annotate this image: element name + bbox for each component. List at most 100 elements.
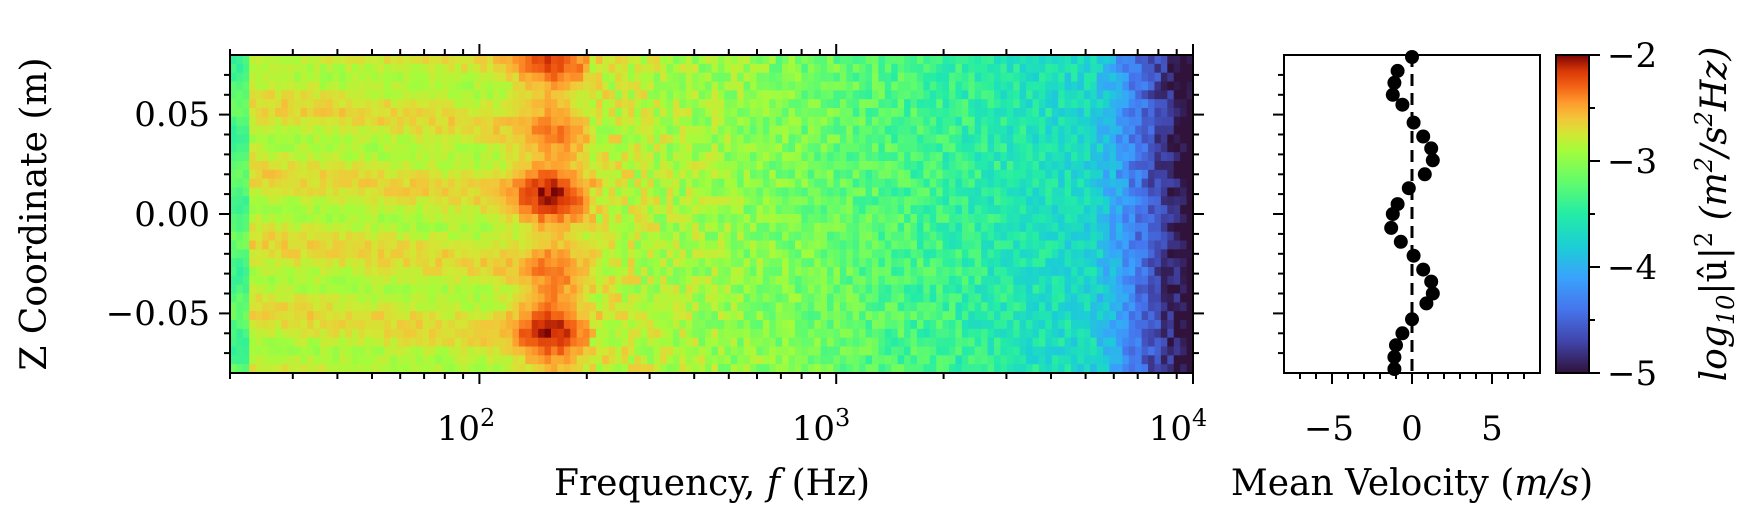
heatmap-cell	[1013, 337, 1021, 348]
heatmap-cell	[300, 196, 308, 206]
heatmap-cell	[724, 311, 732, 321]
heatmap-cell	[968, 320, 976, 330]
heatmap-cell	[595, 99, 603, 109]
heatmap-cell	[705, 364, 713, 373]
heatmap-cell	[872, 108, 880, 118]
heatmap-cell	[897, 293, 905, 303]
heatmap-cell	[512, 284, 520, 295]
heatmap-cell	[512, 205, 520, 215]
heatmap-cell	[993, 293, 1001, 303]
heatmap-cell	[936, 178, 944, 189]
heatmap-cell	[916, 116, 924, 127]
heatmap-cell	[313, 134, 321, 144]
heatmap-cell	[1090, 187, 1098, 197]
heatmap-cell	[525, 125, 533, 136]
heatmap-cell	[737, 337, 745, 348]
heatmap-cell	[968, 178, 976, 189]
heatmap-cell	[865, 187, 873, 197]
heatmap-cell	[371, 320, 379, 330]
heatmap-cell	[525, 152, 533, 162]
heatmap-cell	[839, 187, 847, 197]
heatmap-cell	[904, 231, 912, 242]
heatmap-cell	[923, 90, 931, 100]
heatmap-cell	[1000, 72, 1008, 83]
heatmap-cell	[1103, 81, 1111, 91]
heatmap-cell	[621, 249, 629, 259]
heatmap-cell	[486, 178, 494, 189]
heatmap-cell	[949, 311, 957, 321]
heatmap-cell	[467, 99, 475, 109]
heatmap-cell	[1083, 63, 1091, 74]
heatmap-cell	[904, 355, 912, 365]
heatmap-cell	[827, 55, 835, 65]
heatmap-cell	[782, 196, 790, 206]
heatmap-cell	[467, 214, 475, 224]
heatmap-cell	[467, 90, 475, 100]
heatmap-cell	[1019, 178, 1027, 189]
heatmap-cell	[839, 169, 847, 180]
heatmap-cell	[833, 267, 841, 277]
heatmap-cell	[1058, 108, 1066, 118]
heatmap-cell	[332, 302, 340, 312]
heatmap-cell	[698, 231, 706, 242]
heatmap-cell	[396, 364, 404, 373]
heatmap-cell	[332, 108, 340, 118]
heatmap-cell	[679, 222, 687, 233]
heatmap-cell	[839, 55, 847, 65]
heatmap-cell	[435, 337, 443, 348]
heatmap-cell	[230, 302, 238, 312]
heatmap-cell	[441, 152, 449, 162]
heatmap-cell	[852, 267, 860, 277]
heatmap-cell	[987, 196, 995, 206]
heatmap-cell	[281, 63, 289, 74]
heatmap-cell	[711, 116, 719, 127]
heatmap-cell	[1115, 81, 1123, 91]
heatmap-cell	[634, 346, 642, 356]
heatmap-cell	[403, 55, 411, 65]
heatmap-cell	[711, 311, 719, 321]
heatmap-cell	[583, 249, 591, 259]
heatmap-cell	[403, 222, 411, 233]
heatmap-cell	[461, 72, 469, 83]
heatmap-cell	[872, 143, 880, 153]
heatmap-cell	[1109, 72, 1117, 83]
heatmap-cell	[364, 214, 372, 224]
heatmap-cell	[441, 63, 449, 74]
heatmap-cell	[274, 116, 282, 127]
heatmap-cell	[441, 116, 449, 127]
heatmap-cell	[859, 311, 867, 321]
heatmap-cell	[274, 337, 282, 348]
heatmap-cell	[846, 249, 854, 259]
heatmap-cell	[762, 55, 770, 65]
heatmap-cell	[692, 169, 700, 180]
heatmap-cell	[1045, 302, 1053, 312]
heatmap-cell	[916, 63, 924, 74]
heatmap-cell	[936, 328, 944, 339]
heatmap-cell	[358, 284, 366, 295]
heatmap-cell	[1071, 143, 1079, 153]
heatmap-cell	[493, 134, 501, 144]
heatmap-cell	[448, 320, 456, 330]
heatmap-cell	[717, 328, 725, 339]
heatmap-cell	[1109, 81, 1117, 91]
heatmap-cell	[499, 284, 507, 295]
heatmap-cell	[640, 275, 648, 286]
heatmap-cell	[390, 108, 398, 118]
heatmap-cell	[499, 99, 507, 109]
heatmap-cell	[294, 284, 302, 295]
heatmap-cell	[1045, 152, 1053, 162]
heatmap-cell	[923, 328, 931, 339]
heatmap-cell	[1019, 161, 1027, 171]
heatmap-cell	[621, 337, 629, 348]
heatmap-cell	[1115, 249, 1123, 259]
heatmap-cell	[480, 116, 488, 127]
heatmap-cell	[846, 337, 854, 348]
heatmap-cell	[705, 178, 713, 189]
heatmap-cell	[1103, 63, 1111, 74]
heatmap-cell	[679, 178, 687, 189]
heatmap-cell	[249, 143, 257, 153]
heatmap-cell	[801, 346, 809, 356]
heatmap-cell	[608, 293, 616, 303]
heatmap-cell	[1064, 125, 1072, 136]
heatmap-cell	[589, 328, 597, 339]
